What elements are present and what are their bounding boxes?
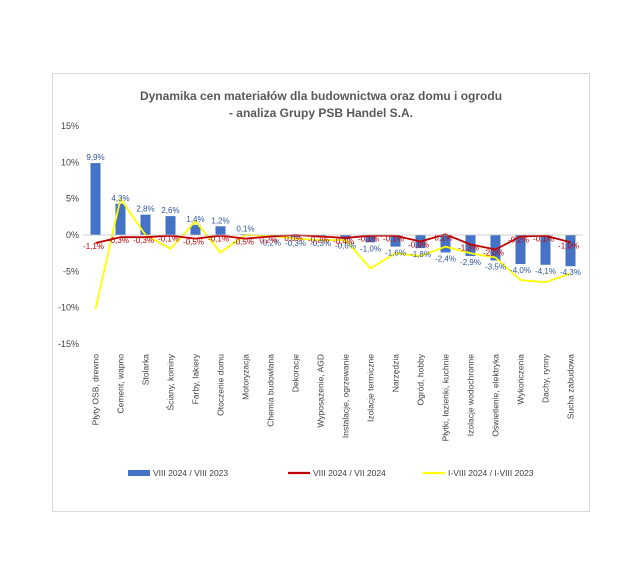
line-data-label: -1,0% (558, 241, 579, 250)
category-label: Izolacje termiczne (366, 354, 376, 422)
bar (115, 203, 126, 235)
bar-data-label: 4,3% (111, 194, 129, 203)
line-data-label: 0,0% (284, 234, 302, 243)
y-tick-label: -10% (58, 303, 79, 313)
line-data-label: -0,2% (508, 235, 529, 244)
category-label: Instalacje, ogrzewanie (341, 354, 351, 438)
line-data-label: 0,2% (259, 235, 277, 244)
bar (465, 235, 476, 257)
category-label: Ogród, hobby (416, 353, 426, 405)
bar (140, 214, 151, 235)
bar-data-label: 9,9% (86, 153, 104, 162)
category-label: Motoryzacja (241, 354, 251, 400)
line-data-label: -0,1% (158, 235, 179, 244)
category-label: Otoczenie domu (216, 354, 226, 416)
y-tick-label: -15% (58, 339, 79, 349)
line-data-label: -1,3% (458, 243, 479, 252)
bar-data-label: -1,6% (385, 249, 406, 258)
bar (540, 235, 551, 265)
category-label: Ściany, kominy (165, 353, 176, 410)
bar-data-label: -3,5% (485, 262, 506, 271)
category-label: Narzędzia (391, 354, 401, 393)
y-tick-label: -5% (63, 266, 79, 276)
bar-data-label: 1,2% (211, 216, 229, 225)
line-data-label: -0,4% (333, 237, 354, 246)
bar-data-label: 2,6% (161, 206, 179, 215)
bar-data-label: -0,3% (310, 239, 331, 248)
legend-label: VIII 2024 / VII 2024 (313, 468, 386, 478)
line-data-label: -2,0% (483, 249, 504, 258)
line-data-label: -0,3% (108, 236, 129, 245)
bar-data-label: -1,0% (360, 244, 381, 253)
line-data-label: -0,1% (358, 235, 379, 244)
legend-label: VIII 2024 / VIII 2023 (153, 468, 228, 478)
category-label: Dachy, rynny (541, 353, 551, 403)
category-label: Stolarka (141, 354, 151, 385)
chart-title: Dynamika cen materiałów dla budownictwa … (140, 89, 502, 103)
line-data-label: -0,5% (233, 238, 254, 247)
bar-data-label: -4,3% (560, 268, 581, 277)
line-data-label: -0,2% (308, 235, 329, 244)
series-line-red (95, 233, 571, 251)
bar-data-label: -2,4% (435, 254, 456, 263)
bar-data-label: -0,3% (285, 239, 306, 248)
line-data-label: -0,3% (133, 236, 154, 245)
line-data-label: -0,1% (208, 235, 229, 244)
bar (515, 235, 526, 265)
category-label: Wykończenia (516, 354, 526, 405)
chart-svg: Dynamika cen materiałów dla budownictwa … (58, 89, 583, 478)
bar-data-label: 1,4% (186, 215, 204, 224)
bar (165, 216, 176, 235)
category-label: Dekoracje (291, 354, 301, 393)
bar (490, 235, 501, 261)
series-line-yellow (94, 197, 571, 310)
bar-data-label: -2,9% (460, 258, 481, 267)
bar (215, 226, 226, 235)
bar (365, 235, 376, 243)
category-label: Farby, lakiery (191, 353, 201, 404)
category-label: Chemia budowlana (266, 354, 276, 427)
line-data-label: 0,1% (434, 233, 452, 242)
bar (190, 224, 201, 235)
category-label: Płytki, łazienki, kuchnie (441, 354, 451, 442)
line-data-label: -0,9% (408, 241, 429, 250)
line-data-label: -0,5% (183, 238, 204, 247)
bar (390, 235, 401, 247)
y-tick-label: 0% (66, 230, 79, 240)
line-data-label: -0,1% (383, 235, 404, 244)
chart-subtitle: - analiza Grupy PSB Handel S.A. (229, 106, 413, 120)
bar (440, 235, 451, 253)
category-label: Oświetlenie, elektryka (491, 354, 501, 437)
category-label: Wyposażenie, AGD (316, 354, 326, 428)
category-label: Izolacje wodochronne (466, 354, 476, 436)
bar-data-label: -0,2% (260, 238, 281, 247)
bar-data-label: -0,6% (335, 241, 356, 250)
category-label: Płyty OSB, drewno (91, 354, 101, 426)
bar (290, 235, 301, 238)
line-data-label: -0,1% (533, 235, 554, 244)
category-label: Cement, wapno (116, 354, 126, 414)
bar (90, 163, 101, 235)
y-tick-label: 5% (66, 194, 79, 204)
y-tick-label: 10% (61, 157, 79, 167)
y-tick-label: 15% (61, 121, 79, 131)
category-label: Sucha zabudowa (566, 354, 576, 419)
bar-data-label: 2,8% (136, 205, 154, 214)
chart-frame: Dynamika cen materiałów dla budownictwa … (52, 73, 590, 512)
bar-data-label: -1,8% (410, 250, 431, 259)
legend-label: I-VIII 2024 / I-VIII 2023 (448, 468, 534, 478)
legend-swatch-bar (128, 470, 150, 476)
bar-data-label: -4,0% (510, 266, 531, 275)
line-data-label: -1,1% (83, 242, 104, 251)
bar-data-label: -4,1% (535, 267, 556, 276)
bar (565, 235, 576, 267)
bar-data-label: 0,1% (236, 224, 254, 233)
